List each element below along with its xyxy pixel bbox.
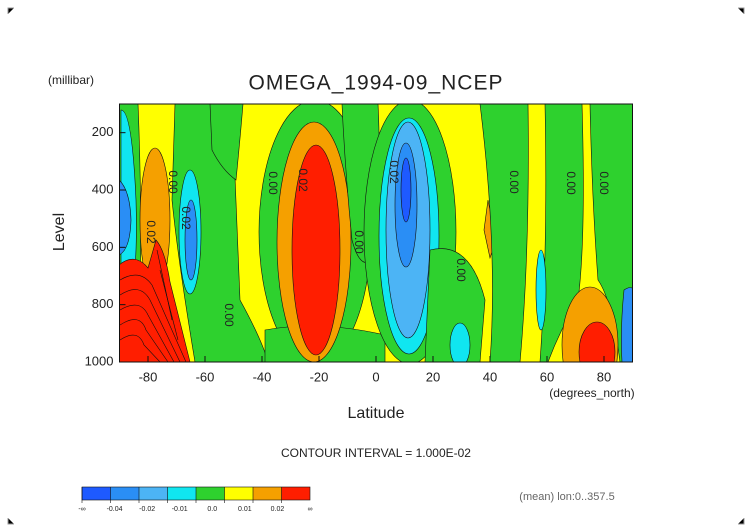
x-tick-label: 60 [540,369,554,384]
y-unit-label: (millibar) [48,73,94,87]
contour-label: 0.00 [507,170,521,194]
x-tick-label: -80 [139,369,158,384]
contour-label: 0.00 [352,230,366,254]
contour-label: 0.00 [564,171,578,195]
x-axis-label: Latitude [348,405,405,422]
x-tick-label: 20 [426,369,440,384]
colorbar-swatch [253,487,282,500]
y-tick-label: 600 [92,239,114,254]
contour-label: 0.00 [597,171,611,195]
chart-title: OMEGA_1994-09_NCEP [249,72,504,95]
y-tick-label: 200 [92,124,114,139]
colorbar-label: -0.04 [107,506,123,513]
x-tick-label: 80 [597,369,611,384]
colorbar-frame [81,486,311,501]
x-tick-label: 40 [483,369,497,384]
colorbar-label: 0.02 [271,506,285,513]
x-tick-label: -60 [196,369,215,384]
colorbar-label: 0.01 [238,506,252,513]
colorbar-label: 0.0 [207,506,217,513]
contour-label: 0.02 [144,220,158,244]
x-tick-label: 0 [372,369,379,384]
contour-fill [119,104,633,362]
contour-label: 0.00 [266,171,280,195]
colorbar-swatch [82,487,111,500]
colorbar-label: -0.02 [139,506,155,513]
y-tick-label: 800 [92,296,114,311]
contour-label: 0.02 [387,160,401,184]
y-tick-label: 400 [92,181,114,196]
x-tick-label: -20 [310,369,329,384]
colorbar-swatch [281,487,310,500]
contour-label: 0.02 [296,168,310,192]
colorbar-label: -0.01 [172,506,188,513]
x-unit-label: (degrees_north) [549,386,634,400]
contour-interval: CONTOUR INTERVAL = 1.000E-02 [281,446,471,460]
contour-label: 0.00 [454,258,468,282]
colorbar-swatch [167,487,196,500]
y-tick-label: 1000 [85,353,114,368]
y-axis-label: Level [51,213,68,251]
corner-marks [7,7,745,525]
colorbar-label: ∞ [308,506,313,513]
colorbar-label: -∞ [78,506,85,513]
colorbar-swatch [224,487,253,500]
colorbar-swatch [139,487,168,500]
contour-label: 0.00 [166,170,180,194]
colorbar-swatch [110,487,139,500]
contour-label: 0.00 [222,303,236,327]
footnote: (mean) lon:0..357.5 [519,491,614,503]
x-tick-label: -40 [253,369,272,384]
contour-label: 0.02 [179,206,193,230]
colorbar-swatch [196,487,225,500]
